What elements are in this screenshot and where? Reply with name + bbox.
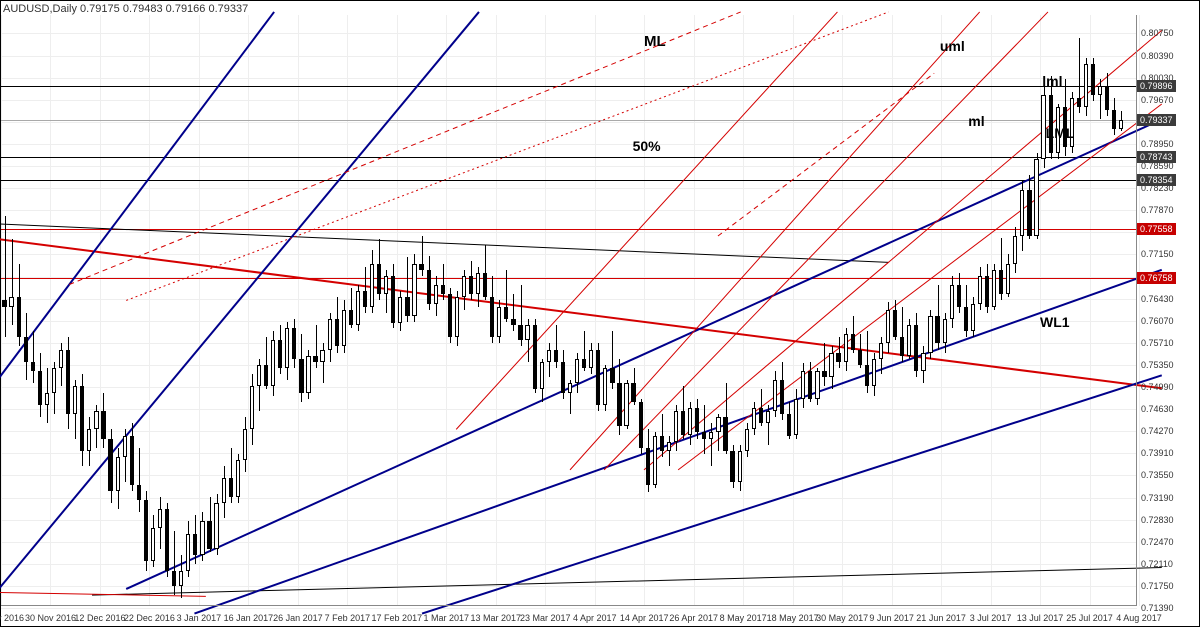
chart-window: AUDUSD,Daily 0.79175 0.79483 0.79166 0.7… [0, 0, 1200, 627]
plot-area[interactable]: ML50%umllmlmlLMLWL1 [1, 15, 1137, 606]
chart-title: AUDUSD,Daily 0.79175 0.79483 0.79166 0.7… [3, 3, 248, 15]
y-axis: 0.713900.717500.721100.724700.728300.731… [1136, 15, 1199, 606]
x-axis: 8 Nov 201630 Nov 201612 Dec 201622 Dec 2… [1, 605, 1137, 626]
